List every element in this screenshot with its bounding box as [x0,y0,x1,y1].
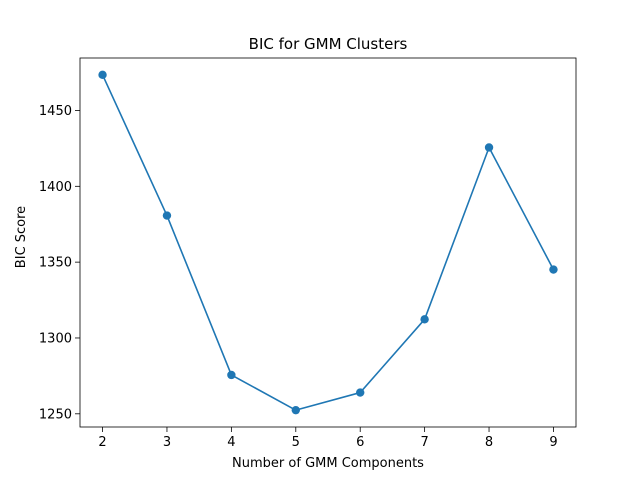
data-point [549,265,558,274]
y-tick-label: 1300 [39,331,72,346]
x-tick-label: 6 [356,435,364,450]
x-tick-label: 4 [227,435,235,450]
data-point [484,143,494,152]
x-axis-label: Number of GMM Components [232,456,424,471]
data-point [420,315,429,324]
y-tick-label: 1250 [39,407,72,422]
y-tick-label: 1400 [39,180,72,195]
data-point [356,388,365,397]
x-tick-label: 5 [292,435,300,450]
y-tick-label: 1450 [39,104,72,119]
series-line [101,74,555,411]
plot-frame [79,57,577,428]
data-point [162,211,172,220]
plot-area: 2 3 4 5 6 7 8 9 1250 1300 1350 1400 1450 [39,57,577,450]
x-tick-label: 2 [98,435,106,450]
x-tick-label: 7 [420,435,428,450]
y-axis-label: BIC Score [14,206,29,268]
y-tick-label: 1350 [39,256,72,271]
data-point [98,70,107,80]
data-point [227,370,236,380]
x-tick-label: 3 [163,435,171,450]
x-tick-label: 9 [549,435,557,450]
chart-title: BIC for GMM Clusters [249,35,408,53]
x-tick-label: 8 [485,435,493,450]
data-point [291,405,300,415]
